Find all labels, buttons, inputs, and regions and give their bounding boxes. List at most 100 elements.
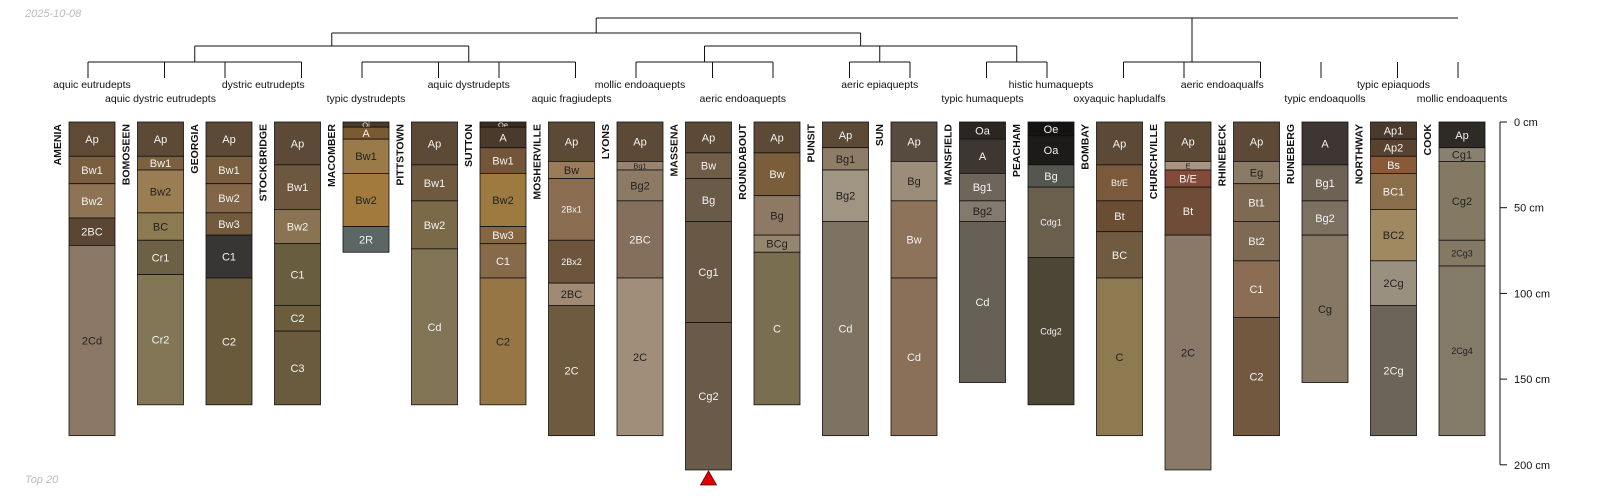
class-label: aeric endoaquepts	[700, 93, 786, 105]
horizon-c1	[205, 234, 253, 279]
profile-mosherville: Ap Bw 2Bx1 2Bx2 2BC 2C MOSHERVILLE	[532, 121, 595, 437]
horizon-bw2	[68, 183, 116, 219]
horizon-label: 2BC	[629, 234, 650, 246]
horizon-label: Bw1	[150, 158, 171, 170]
horizon-label: Bw	[769, 169, 784, 181]
horizon-label: Bg1	[836, 154, 856, 166]
horizon-c2	[205, 277, 253, 406]
horizon-label: Cd	[838, 323, 852, 335]
horizon-label: Ap	[1113, 138, 1126, 150]
horizon-label: C	[773, 323, 781, 335]
class-label: typic endoaquolls	[1284, 93, 1365, 105]
horizon-bg	[685, 178, 732, 222]
horizon-label: Ap	[770, 132, 783, 144]
horizon-cg	[1301, 234, 1349, 383]
horizon-c	[753, 251, 801, 406]
profile-name: COOK	[1422, 124, 1434, 156]
class-label: aquic fragiudepts	[532, 93, 612, 105]
horizon-a	[1301, 121, 1349, 166]
profile-name: RUNEBERG	[1285, 124, 1297, 184]
profile-sun: Ap Bg Bw Cd SUN	[874, 121, 938, 437]
horizon-label: C2	[290, 313, 304, 325]
horizon-ap	[1438, 121, 1486, 149]
horizon-label: Bw	[701, 161, 716, 173]
horizon-label: Bg2	[836, 191, 856, 203]
horizon-label: Bw2	[492, 195, 513, 207]
horizon-label: Ap	[85, 134, 98, 146]
horizon-c2	[1233, 316, 1280, 437]
profile-lyons: Ap Bg1 Bg2 2BC 2C LYONS	[600, 121, 664, 437]
horizon-c1	[274, 243, 321, 306]
horizon-label: Bg1	[633, 161, 646, 170]
class-label: mollic endoaquents	[1417, 93, 1507, 105]
horizon-label: 2BC	[561, 289, 582, 301]
date-label: 2025-10-08	[25, 8, 82, 20]
class-label: aquic dystric eutrudepts	[105, 93, 216, 105]
horizon-label: Bg	[770, 210, 783, 222]
horizon-oa	[1027, 135, 1075, 166]
horizon-label: Bw	[906, 234, 921, 246]
horizon-2bc	[616, 200, 664, 279]
horizon-ap	[1233, 121, 1280, 162]
horizon-label: Oe	[1044, 124, 1059, 136]
horizon-ap	[137, 121, 184, 157]
horizon-label: Eg	[1250, 168, 1263, 180]
horizon-label: C1	[1249, 284, 1263, 296]
horizon-label: 2R	[359, 234, 373, 246]
horizon-bg	[753, 195, 801, 236]
horizon-ap	[890, 121, 938, 162]
horizon-label: Bw1	[218, 165, 239, 177]
horizon-label: 2C	[633, 352, 647, 364]
horizon-label: Cdg2	[1040, 326, 1062, 336]
axis-tick-label: 50 cm	[1514, 203, 1544, 215]
class-label: typic humaquepts	[941, 93, 1023, 105]
horizon-cg1	[685, 221, 732, 323]
horizon-cdg2	[1027, 257, 1075, 406]
horizon-label: Ap	[428, 138, 441, 150]
horizon-ap	[1096, 121, 1143, 166]
profile-name: MASSENA	[669, 124, 681, 177]
profile-name: CHURCHVILLE	[1148, 124, 1160, 199]
class-label: dystric eutrudepts	[222, 79, 305, 91]
horizon-bt	[1096, 200, 1143, 233]
horizon-label: Bg1	[1315, 178, 1335, 190]
horizon-label: Bw1	[424, 178, 445, 190]
horizon-label: Ap	[222, 134, 235, 146]
horizon-label: Cd	[975, 297, 989, 309]
horizon-ap	[685, 121, 732, 154]
horizon-label: Bg2	[973, 206, 993, 218]
horizon-c2	[274, 304, 321, 332]
horizon-label: C2	[1249, 371, 1263, 383]
profile-georgia: Ap Bw1 Bw2 Bw3 C1 C2 GEORGIA	[189, 121, 253, 406]
horizon-label: Bt/E	[1111, 178, 1128, 188]
profile-name: NORTHWAY	[1354, 124, 1366, 184]
horizon-label: Bt	[1183, 206, 1193, 218]
horizon-label: A	[979, 151, 987, 163]
horizon-bw2	[274, 209, 321, 245]
profile-northway: Ap1 Ap2 Bs BC1 BC2 2Cg 2Cg NORTHWAY	[1354, 121, 1417, 437]
horizon-label: Cdg1	[1040, 218, 1062, 228]
class-label: oxyaquic hapludalfs	[1073, 93, 1165, 105]
horizon-label: 2Cd	[82, 335, 102, 347]
horizon-ap	[822, 121, 869, 149]
horizon-cd	[411, 248, 458, 406]
horizon-label: Ap	[565, 137, 578, 149]
horizon-c3	[274, 330, 321, 406]
horizon-2cd	[68, 245, 116, 437]
class-label: typic epiaquods	[1357, 79, 1430, 91]
horizon-2c	[616, 277, 664, 437]
horizon-2c	[1164, 234, 1212, 471]
horizon-bw	[890, 200, 938, 279]
horizon-bw	[753, 152, 801, 197]
depth-axis: 0 cm 50 cm 100 cm 150 cm 200 cm	[1499, 117, 1550, 472]
horizon-bg2	[822, 169, 869, 222]
horizon-label: B/E	[1179, 174, 1197, 186]
horizon-label: Cd	[907, 352, 921, 364]
horizon-2cg	[1370, 304, 1417, 437]
horizon-bw1	[274, 164, 321, 210]
axis-tick-label: 150 cm	[1514, 374, 1550, 386]
horizon-label: A	[1321, 138, 1329, 150]
horizon-label: Cg2	[698, 391, 718, 403]
horizon-label: C2	[222, 336, 236, 348]
horizon-bw	[685, 152, 732, 179]
